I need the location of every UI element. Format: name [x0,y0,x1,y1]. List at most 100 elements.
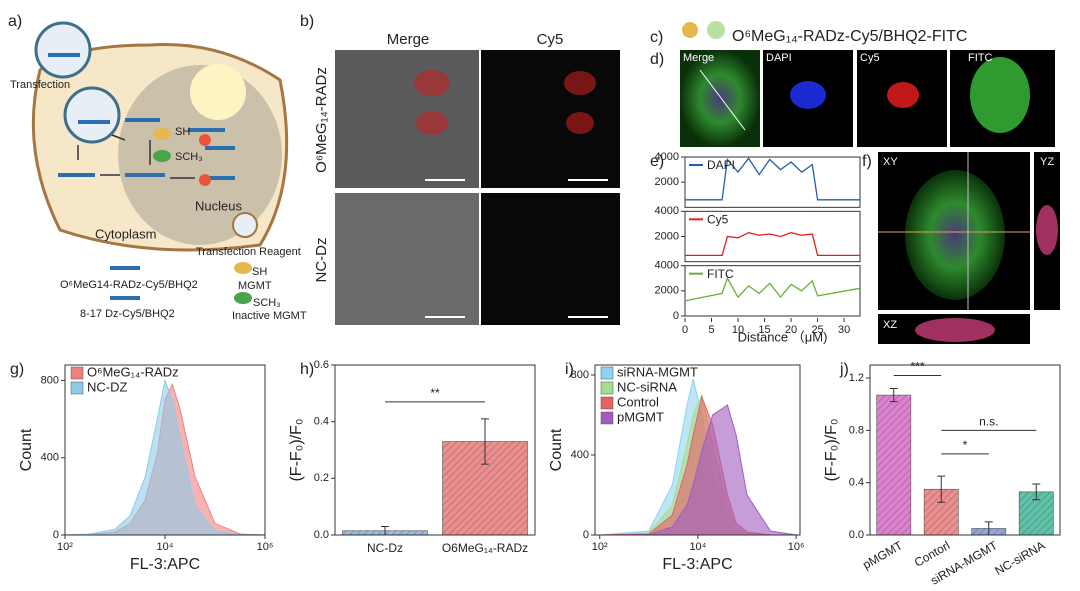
cell-signal [1036,205,1058,255]
channel-label: DAPI [766,52,792,64]
micrograph [481,50,620,188]
histogram [599,404,797,536]
mgmt-icon [153,128,171,140]
cleave [199,134,211,146]
legend-label: O⁶MeG₁₄-RADz [87,364,179,379]
dna-icons [48,53,235,300]
panel-label: h) [300,361,314,378]
legend-swatch [600,411,614,425]
micrograph [335,50,479,188]
significance-label: * [963,438,968,452]
y-tick-label: 0 [583,529,589,541]
panel-label: f) [862,153,872,170]
x-tick-label: NC-siRNA [992,538,1047,578]
y-tick-label: 0.4 [849,477,864,489]
x-tick-label: 25 [811,324,823,336]
y-tick-label: 2000 [655,176,679,188]
y-tick-label: 4000 [655,151,679,163]
y-tick-label: 1.2 [849,372,864,384]
vesicle [63,86,121,144]
legend-label: siRNA-MGMT [617,364,698,379]
panel-label: j) [839,361,849,378]
legend-swatch [600,366,614,380]
icon [707,21,725,39]
y-tick-label: 2000 [655,230,679,242]
x-tick-label: 10 [732,324,744,336]
y-tick-label: 0.0 [849,529,864,541]
cleave [199,174,211,186]
cell-signal [905,170,1005,300]
column-label: Merge [387,31,430,48]
label: Cytoplasm [95,226,156,241]
channel-label: Merge [683,52,714,64]
nucleus [118,65,282,245]
x-axis-label: FL-3:APC [130,556,200,573]
trace [684,276,861,302]
label: SH [175,126,190,138]
label: 8-17 Dz-Cy5/BHQ2 [80,308,175,320]
nucleolus [190,64,246,120]
plot-frame [869,364,1061,536]
legend-label: FITC [707,267,734,281]
y-tick-label: 0.4 [314,416,329,428]
title: O⁶MeG₁₄-RADz-Cy5/BHQ2-FITC [732,28,967,45]
x-tick-label: 10² [592,541,608,553]
legend-label: Cy5 [707,213,729,227]
legend-label: NC-DZ [87,379,127,394]
cell-signal [414,70,450,96]
micrograph [680,50,760,147]
x-axis-label: Distance （μM) [738,329,828,344]
label: O⁶MeG14-RADz-Cy5/BHQ2 [60,279,198,291]
legend-label: Control [617,394,659,409]
cell-signal [915,318,995,342]
icon [682,22,698,38]
label: SCH₃ [253,297,281,309]
panel-label: e) [650,153,664,170]
legend-swatch [600,396,614,410]
panel-cd: O⁶MeG₁₄-RADz-Cy5/BHQ2-FITC Merge DAPI Cy… [680,21,1055,147]
label: Nucleus [195,198,242,213]
panel-f: XY YZ XZ [878,152,1060,344]
y-tick-label: 0 [53,529,59,541]
view-label: XZ [883,319,897,331]
label: Transfection [10,79,70,91]
plot-frame [334,364,536,536]
panel-label: i) [565,361,574,378]
significance-label: *** [910,360,924,374]
label: SH [252,266,267,278]
x-tick-label: 10⁴ [157,541,174,553]
trace [685,157,860,201]
row-label: NC-Dz [313,238,330,283]
legend-swatch [70,381,84,395]
x-tick-label: 30 [838,324,850,336]
significance-label: ** [430,386,440,400]
x-tick-label: NC-Dz [367,541,403,555]
x-axis-label: FL-3:APC [662,556,732,573]
error-bar [889,388,898,403]
error-bar [481,418,489,465]
y-tick-label: 800 [41,374,59,386]
y-tick-label: 0.6 [314,359,329,371]
reagent [232,212,258,238]
y-tick-label: 0 [673,310,679,322]
x-tick-label: O6MeG₁₄-RADz [442,541,528,555]
x-tick-label: 15 [758,324,770,336]
panel-label: b) [300,13,314,30]
panel-label: c) [650,29,663,46]
profile-line [699,69,746,131]
cell-signal [887,82,919,108]
channel-label: Cy5 [860,52,880,64]
panel-label: d) [650,51,664,68]
label: Inactive MGMT [232,310,307,322]
cell-signal [566,112,594,134]
y-axis-label: (F-F₀)/F₀ [823,418,840,481]
y-tick-label: 2000 [655,285,679,297]
mgmt-icon [234,292,252,304]
arrows [77,134,195,179]
panel-label: g) [10,361,24,378]
x-tick-label: 10⁶ [257,541,274,553]
y-axis-label: Count [18,428,35,471]
y-tick-label: 400 [41,452,59,464]
panel-b: Merge Cy5 O⁶MeG₁₄-RADz NC-Dz [313,31,620,325]
